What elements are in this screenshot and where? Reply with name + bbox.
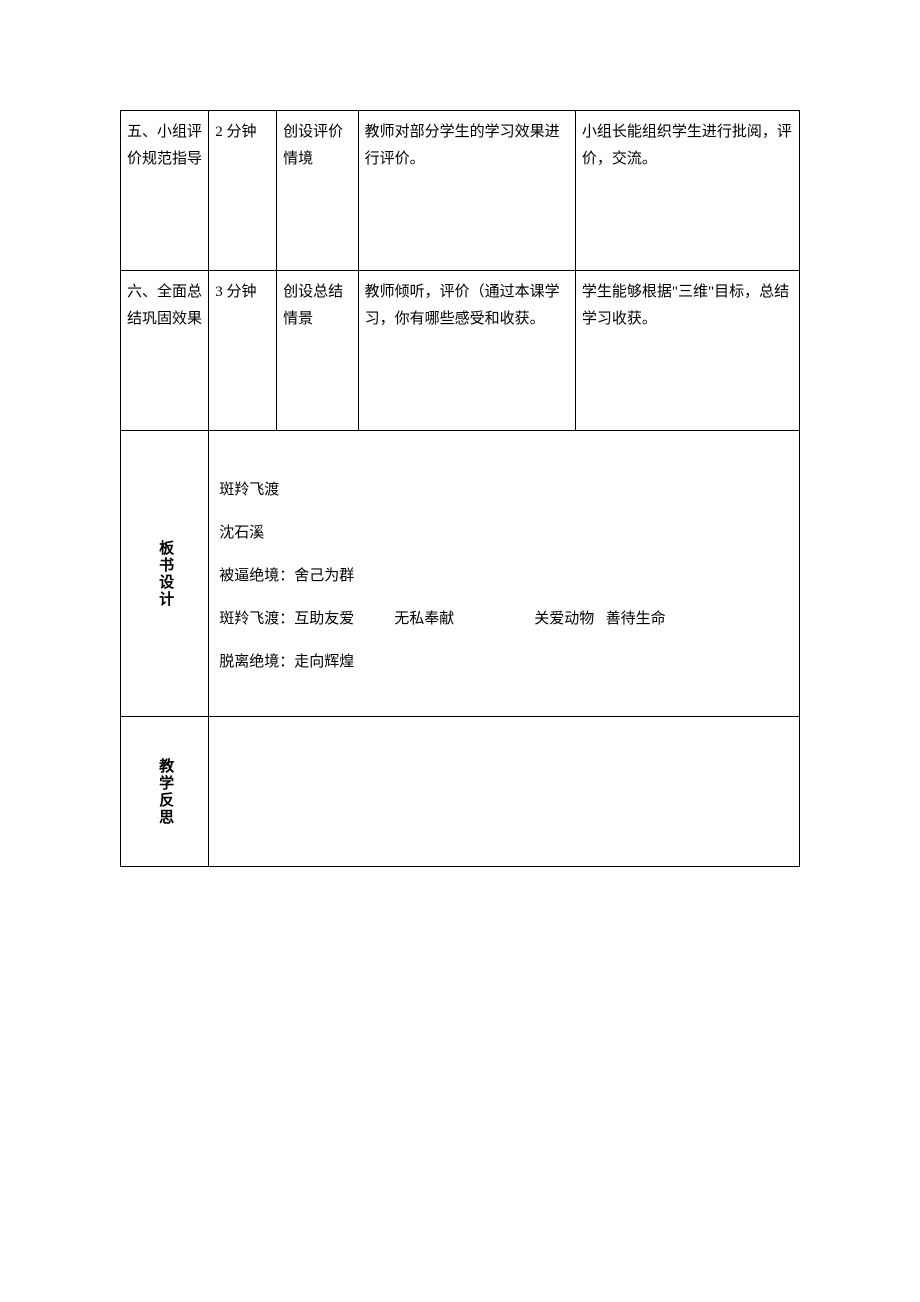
board-line2-left: 斑羚飞渡：互助友爱 [219,611,354,627]
situation-cell: 创设评价情境 [277,111,358,271]
time-cell: 3 分钟 [209,271,277,431]
step-cell: 六、全面总结巩固效果 [121,271,209,431]
student-cell: 小组长能组织学生进行批阅，评价，交流。 [575,111,799,271]
reflection-content [209,717,800,867]
board-line3-left: 脱离绝境：走向辉煌 [219,654,354,670]
table-row: 五、小组评价规范指导 2 分钟 创设评价情境 教师对部分学生的学习效果进行评价。… [121,111,800,271]
board-line1-left: 被逼绝境：舍己为群 [219,568,354,584]
board-design-row: 板书设计 斑羚飞渡 沈石溪 被逼绝境：舍己为群 斑羚飞渡：互助友爱 无私奉献 关爱动… [121,431,800,717]
teacher-cell: 教师对部分学生的学习效果进行评价。 [358,111,575,271]
lesson-plan-table: 五、小组评价规范指导 2 分钟 创设评价情境 教师对部分学生的学习效果进行评价。… [120,110,800,867]
student-cell: 学生能够根据"三维"目标，总结学习收获。 [575,271,799,431]
board-author: 沈石溪 [219,514,789,553]
board-design-content: 斑羚飞渡 沈石溪 被逼绝境：舍己为群 斑羚飞渡：互助友爱 无私奉献 关爱动物 善待生… [209,431,800,717]
situation-cell: 创设总结情景 [277,271,358,431]
board-line-1: 被逼绝境：舍己为群 [219,557,789,596]
board-design-label: 板书设计 [151,540,178,608]
board-line2-right2: 善待生命 [606,611,666,627]
board-line2-mid: 无私奉献 [394,611,454,627]
board-design-label-cell: 板书设计 [121,431,209,717]
board-line-2: 斑羚飞渡：互助友爱 无私奉献 关爱动物 善待生命 [219,600,789,639]
time-cell: 2 分钟 [209,111,277,271]
board-title: 斑羚飞渡 [219,471,789,510]
board-line-3: 脱离绝境：走向辉煌 [219,643,789,682]
table-row: 六、全面总结巩固效果 3 分钟 创设总结情景 教师倾听，评价（通过本课学习，你有… [121,271,800,431]
reflection-label-cell: 教学反思 [121,717,209,867]
reflection-label: 教学反思 [151,758,178,826]
teacher-cell: 教师倾听，评价（通过本课学习，你有哪些感受和收获。 [358,271,575,431]
reflection-row: 教学反思 [121,717,800,867]
board-line2-right1: 关爱动物 [534,611,594,627]
step-cell: 五、小组评价规范指导 [121,111,209,271]
